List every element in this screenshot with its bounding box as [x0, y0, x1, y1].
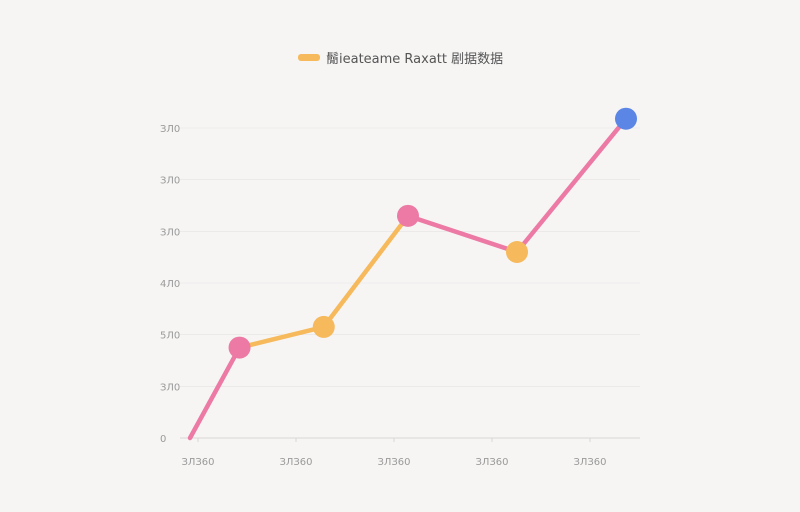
axes: 0 ЗЛ0 5Л0 4Л0 ЗЛ0 ЗЛ0 ЗЛ0 ЗЛЗ60 ЗЛЗ60 ЗЛЗ60 ЗЛЗ60 З… — [160, 124, 640, 468]
legend-label: 鬜ieateame Raxatt 剧据数据 — [326, 52, 503, 67]
line-segment — [321, 213, 411, 330]
x-tick-label: ЗЛЗ60 — [475, 457, 508, 468]
legend: 鬜ieateame Raxatt 剧据数据 — [298, 52, 503, 67]
legend-swatch — [298, 54, 320, 61]
line-segment — [405, 213, 520, 255]
data-point — [228, 336, 251, 359]
y-tick-label: 4Л0 — [160, 279, 180, 290]
x-tick-label: ЗЛЗ60 — [279, 457, 312, 468]
data-point — [615, 107, 637, 130]
grid — [180, 127, 640, 387]
y-tick-label: ЗЛ0 — [160, 124, 180, 135]
line-segment — [187, 345, 242, 441]
y-tick-label: ЗЛ0 — [160, 176, 180, 187]
line-segment — [514, 116, 629, 255]
x-tick-label: ЗЛЗ60 — [181, 457, 214, 468]
x-tick-label: ЗЛЗ60 — [377, 457, 410, 468]
series-markers — [228, 107, 637, 359]
line-segment — [237, 324, 327, 350]
series-line — [187, 116, 629, 441]
x-tick-label: ЗЛЗ60 — [573, 457, 606, 468]
data-point — [397, 204, 419, 227]
y-tick-label: 0 — [160, 434, 166, 445]
data-point — [312, 315, 335, 338]
y-tick-label: ЗЛ0 — [160, 227, 180, 238]
y-tick-label: ЗЛ0 — [160, 382, 180, 393]
data-point — [506, 241, 528, 263]
y-tick-label: 5Л0 — [160, 331, 180, 342]
